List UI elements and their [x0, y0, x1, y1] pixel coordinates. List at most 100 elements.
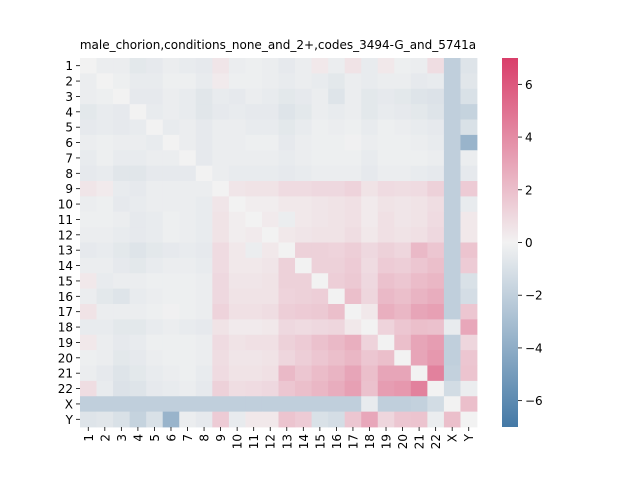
- heatmap-cell-20-20: [394, 350, 412, 366]
- heatmap-cell-19-22: [427, 334, 445, 351]
- heatmap-cell-5-3: [113, 119, 131, 136]
- heatmap-cell-14-20: [394, 257, 412, 274]
- heatmap-cell-4-10: [228, 104, 246, 120]
- heatmap-cell-10-5: [146, 196, 164, 213]
- heatmap-cell-20-5: [146, 350, 164, 366]
- heatmap-cell-X-7: [179, 396, 197, 413]
- y-tick-label: 14: [58, 259, 73, 273]
- heatmap-cell-2-11: [245, 73, 263, 90]
- heatmap-cell-14-17: [344, 257, 362, 274]
- heatmap-cell-19-2: [96, 334, 114, 351]
- heatmap-cell-16-7: [179, 288, 197, 305]
- heatmap-cell-5-Y: [460, 119, 478, 136]
- heatmap-cell-2-21: [410, 73, 428, 90]
- heatmap-cell-3-18: [361, 88, 379, 105]
- heatmap-cell-9-11: [245, 181, 263, 197]
- heatmap-cell-12-11: [245, 227, 263, 243]
- heatmap-cell-13-6: [162, 242, 180, 259]
- heatmap-cell-7-Y: [460, 150, 478, 167]
- heatmap-cell-7-13: [278, 150, 296, 167]
- heatmap-cell-X-14: [295, 396, 312, 413]
- heatmap-cell-19-16: [328, 334, 346, 351]
- heatmap-cell-13-3: [113, 242, 131, 259]
- heatmap-cell-16-21: [410, 288, 428, 305]
- heatmap-cell-5-18: [361, 119, 379, 136]
- heatmap-cell-15-19: [377, 273, 395, 290]
- heatmap-cell-X-X: [443, 396, 461, 413]
- heatmap-cell-12-13: [278, 227, 296, 243]
- heatmap-cell-1-4: [129, 58, 147, 74]
- heatmap-cell-7-15: [311, 150, 329, 167]
- heatmap-cell-2-1: [80, 73, 97, 90]
- heatmap-cell-2-9: [212, 73, 230, 90]
- heatmap-cell-22-20: [394, 380, 412, 397]
- heatmap-cell-3-4: [129, 88, 147, 105]
- heatmap-cell-13-8: [195, 242, 213, 259]
- heatmap-cell-17-17: [344, 304, 362, 320]
- heatmap-cell-12-19: [377, 227, 395, 243]
- heatmap-cell-6-8: [195, 134, 213, 151]
- heatmap-cell-12-6: [162, 227, 180, 243]
- heatmap-cell-1-12: [261, 58, 279, 74]
- heatmap-cell-4-2: [96, 104, 114, 120]
- heatmap-cell-5-11: [245, 119, 263, 136]
- heatmap-cell-11-12: [261, 211, 279, 228]
- heatmap-cell-11-7: [179, 211, 197, 228]
- heatmap-cell-20-22: [427, 350, 445, 366]
- heatmap-cell-1-17: [344, 58, 362, 74]
- heatmap-cell-9-7: [179, 181, 197, 197]
- heatmap-cell-Y-X: [443, 411, 461, 428]
- heatmap-cell-8-6: [162, 165, 180, 182]
- heatmap-cell-5-6: [162, 119, 180, 136]
- heatmap-cell-2-20: [394, 73, 412, 90]
- heatmap-cell-13-2: [96, 242, 114, 259]
- heatmap-cell-Y-4: [129, 411, 147, 428]
- heatmap-cell-4-22: [427, 104, 445, 120]
- y-tick-label: 3: [65, 90, 73, 104]
- heatmap-cell-9-21: [410, 181, 428, 197]
- heatmap-cell-Y-2: [96, 411, 114, 428]
- heatmap-cell-19-6: [162, 334, 180, 351]
- heatmap-cell-22-14: [295, 380, 312, 397]
- heatmap-cell-19-1: [80, 334, 97, 351]
- heatmap-cell-16-14: [295, 288, 312, 305]
- heatmap-cell-X-8: [195, 396, 213, 413]
- heatmap-cell-4-18: [361, 104, 379, 120]
- heatmap-cell-13-13: [278, 242, 296, 259]
- heatmap-cell-2-16: [328, 73, 346, 90]
- heatmap-cell-X-1: [80, 396, 97, 413]
- heatmap-cell-20-19: [377, 350, 395, 366]
- heatmap-cell-14-Y: [460, 257, 478, 274]
- y-tick-label: X: [65, 397, 73, 411]
- heatmap-cell-1-7: [179, 58, 197, 74]
- y-tick-label: 13: [58, 244, 73, 258]
- heatmap-cell-21-21: [410, 365, 428, 382]
- heatmap-cell-13-1: [80, 242, 97, 259]
- heatmap-cell-6-13: [278, 134, 296, 151]
- heatmap-cell-7-1: [80, 150, 97, 167]
- heatmap-cell-19-17: [344, 334, 362, 351]
- heatmap-cell-4-14: [295, 104, 312, 120]
- heatmap-cell-12-X: [443, 227, 461, 243]
- y-tick-label: 15: [58, 274, 73, 288]
- heatmap-cell-17-X: [443, 304, 461, 320]
- heatmap-cell-21-15: [311, 365, 329, 382]
- heatmap-cell-17-Y: [460, 304, 478, 320]
- y-tick-label: 10: [58, 198, 73, 212]
- heatmap-cell-18-3: [113, 319, 131, 336]
- heatmap-cell-21-10: [228, 365, 246, 382]
- heatmap-cell-21-22: [427, 365, 445, 382]
- heatmap-cell-6-19: [377, 134, 395, 151]
- y-tick-label: 21: [58, 367, 73, 381]
- heatmap-cell-10-12: [261, 196, 279, 213]
- y-tick-label: 18: [58, 321, 73, 335]
- heatmap-cell-14-9: [212, 257, 230, 274]
- heatmap-cell-21-1: [80, 365, 97, 382]
- heatmap-cell-6-10: [228, 134, 246, 151]
- heatmap-cell-20-21: [410, 350, 428, 366]
- heatmap-cell-9-20: [394, 181, 412, 197]
- heatmap-cell-12-8: [195, 227, 213, 243]
- heatmap-cell-14-8: [195, 257, 213, 274]
- heatmap-cell-16-17: [344, 288, 362, 305]
- heatmap-cell-6-21: [410, 134, 428, 151]
